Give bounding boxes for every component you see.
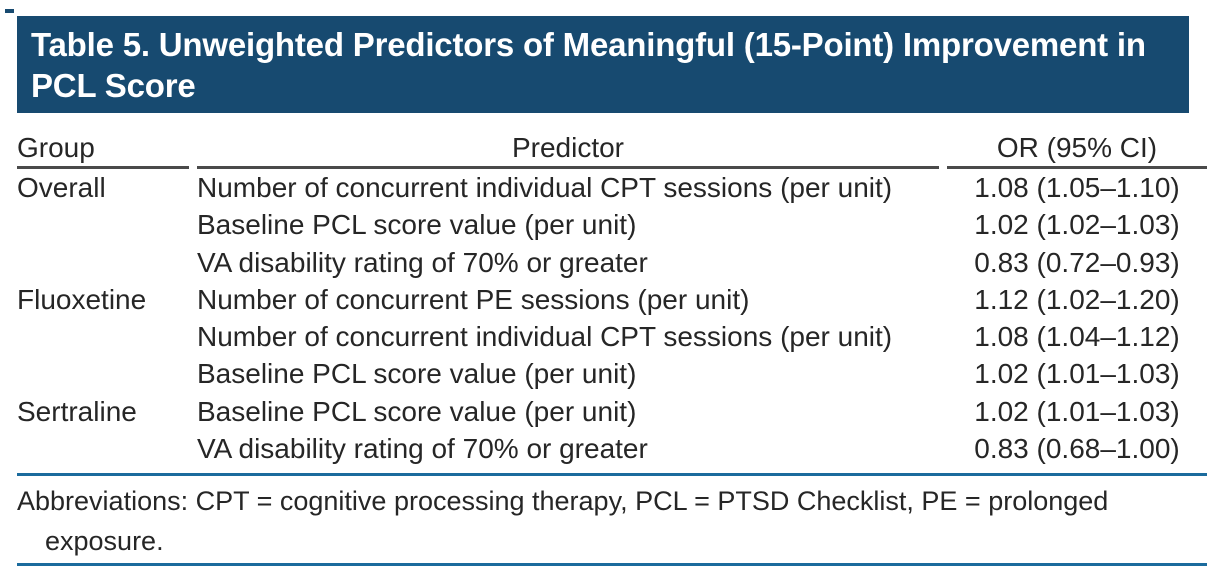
top-left-mark (5, 9, 14, 13)
column-header-group: Group (17, 128, 189, 169)
table-bottom-rule (17, 563, 1207, 567)
table-title: Table 5. Unweighted Predictors of Meanin… (31, 25, 1146, 104)
group-cell: Sertraline (17, 395, 137, 427)
table-figure: Table 5. Unweighted Predictors of Meanin… (17, 16, 1207, 567)
abbreviations-note: Abbreviations: CPT = cognitive processin… (17, 486, 1109, 557)
or-ci-cell: 0.83 (0.72–0.93) (974, 246, 1180, 278)
data-table: Group Predictor OR (95% CI) Overall Numb… (17, 128, 1207, 467)
or-ci-cell: 1.02 (1.01–1.03) (974, 395, 1180, 427)
predictor-cell: Baseline PCL score value (per unit) (197, 358, 637, 390)
group-cell (17, 318, 189, 355)
table-body-bottom-rule (17, 473, 1207, 477)
group-cell: Fluoxetine (17, 283, 147, 315)
predictor-cell: Number of concurrent individual CPT sess… (197, 321, 893, 353)
predictor-cell: Number of concurrent PE sessions (per un… (197, 283, 750, 315)
group-cell: Overall (17, 172, 106, 203)
group-cell (17, 206, 189, 243)
column-header-or-ci: OR (95% CI) (947, 128, 1207, 169)
predictor-cell: VA disability rating of 70% or greater (197, 433, 648, 465)
predictor-cell: Number of concurrent individual CPT sess… (197, 172, 893, 203)
table-title-banner: Table 5. Unweighted Predictors of Meanin… (17, 16, 1189, 113)
predictor-cell: Baseline PCL score value (per unit) (197, 209, 637, 241)
or-ci-cell: 0.83 (0.68–1.00) (974, 433, 1180, 465)
group-cell (17, 244, 189, 281)
predictor-cell: VA disability rating of 70% or greater (197, 246, 648, 278)
or-ci-cell: 1.12 (1.02–1.20) (974, 283, 1180, 315)
or-ci-cell: 1.08 (1.05–1.10) (974, 172, 1180, 203)
or-ci-cell: 1.08 (1.04–1.12) (974, 321, 1180, 353)
predictor-cell: Baseline PCL score value (per unit) (197, 395, 637, 427)
group-cell (17, 430, 189, 467)
group-cell (17, 355, 189, 392)
or-ci-cell: 1.02 (1.02–1.03) (974, 209, 1180, 241)
or-ci-cell: 1.02 (1.01–1.03) (974, 358, 1180, 390)
column-header-predictor: Predictor (197, 128, 939, 169)
